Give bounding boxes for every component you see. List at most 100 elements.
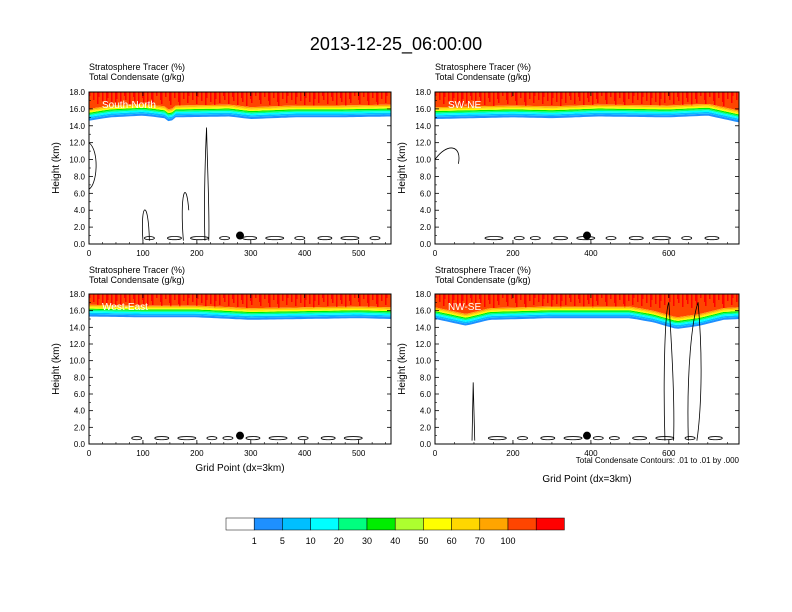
tracer-band — [435, 109, 739, 117]
y-tick-label: 14.0 — [69, 323, 85, 332]
tracer-band-100 — [237, 294, 239, 307]
tracer-band — [435, 106, 739, 115]
tracer-band-100 — [269, 92, 271, 105]
tracer-band — [89, 311, 391, 317]
tracer-band-100 — [210, 92, 212, 102]
tracer-band-100 — [116, 294, 118, 301]
y-tick-label: 2.0 — [74, 423, 86, 432]
panel-sw-ne: Stratosphere Tracer (%) Total Condensate… — [397, 62, 740, 258]
tracer-band-100 — [318, 92, 320, 103]
tracer-band-100 — [264, 92, 266, 97]
tracer-band-100 — [470, 92, 472, 96]
tracer-band-100 — [623, 294, 625, 304]
x-tick-label: 200 — [190, 249, 204, 258]
y-tick-label: 14.0 — [415, 323, 431, 332]
panel-header-line1: Stratosphere Tracer (%) — [89, 265, 185, 275]
tracer-band-100 — [650, 92, 652, 105]
tracer-band-100 — [619, 92, 621, 98]
tracer-band-100 — [606, 294, 608, 306]
x-tick-label: 0 — [433, 449, 438, 458]
tracer-band-100 — [259, 92, 261, 100]
tracer-band-100 — [732, 294, 734, 298]
contour-cloud — [340, 236, 360, 241]
colorbar-swatch — [366, 517, 396, 531]
tracer-band-100 — [237, 92, 239, 105]
tracer-band-100 — [650, 294, 652, 307]
tracer-band-100 — [309, 294, 311, 304]
x-tick-label: 500 — [352, 449, 366, 458]
tracer-band-100 — [278, 92, 280, 106]
tracer-band-100 — [516, 92, 518, 105]
tracer-band-100 — [731, 92, 733, 103]
tracer-band-100 — [183, 294, 185, 301]
colorbar-label: 1 — [252, 536, 257, 546]
contour-cloud — [297, 436, 309, 441]
tracer-band-100 — [637, 92, 639, 100]
tracer-band — [89, 308, 391, 314]
condensate-contours — [471, 302, 723, 441]
tracer-band-100 — [152, 294, 154, 305]
colorbar-swatch — [535, 517, 565, 531]
tracer-band-100 — [102, 294, 104, 303]
tracer-band-100 — [331, 294, 333, 299]
tracer-band-100 — [156, 92, 158, 96]
contour-cloud — [563, 436, 583, 441]
tracer-band-100 — [197, 294, 199, 299]
tracer-band-100 — [682, 92, 684, 105]
tracer-band-100 — [381, 92, 383, 99]
tracer-band-100 — [444, 92, 446, 97]
y-tick-label: 0.0 — [74, 440, 86, 449]
colorbar-label: 5 — [280, 536, 285, 546]
tracer-band-100 — [178, 294, 180, 304]
contour-cloud — [242, 236, 258, 241]
tracer-band-100 — [709, 294, 711, 299]
panel-nw-se: Stratosphere Tracer (%) Total Condensate… — [397, 265, 740, 485]
tracer-band-100 — [736, 294, 738, 302]
tracer-band — [435, 105, 739, 114]
y-tick-label: 12.0 — [69, 139, 85, 148]
tracer-band-100 — [731, 294, 733, 305]
tracer-band-100 — [457, 294, 459, 304]
tracer-band-100 — [619, 294, 621, 300]
tracer-band-100 — [452, 294, 454, 307]
tracer-band-100 — [106, 294, 108, 307]
tracer-band-100 — [214, 92, 216, 106]
tracer-band-100 — [327, 92, 329, 104]
plot-content — [435, 92, 739, 241]
tracer-band-100 — [282, 294, 284, 301]
tracer-band-100 — [165, 92, 167, 97]
colorbar: 1 5 10 20 30 40 50 60 70 100 — [225, 517, 565, 546]
tracer-band-100 — [219, 294, 221, 305]
contour-cloud — [131, 436, 143, 441]
panel-west-east: Stratosphere Tracer (%) Total Condensate… — [51, 265, 392, 474]
tracer-band-100 — [578, 294, 580, 299]
y-tick-label: 18.0 — [69, 290, 85, 299]
tracer-band-100 — [569, 294, 571, 298]
tracer-band-100 — [106, 92, 108, 105]
tracer-band-100 — [493, 92, 495, 106]
contour-cloud — [265, 236, 285, 241]
tracer-band-100 — [700, 294, 702, 298]
tracer-band-100 — [497, 294, 499, 301]
tracer-band-100 — [133, 294, 135, 299]
tracer-band-100 — [359, 294, 361, 306]
tracer-band-100 — [304, 92, 306, 105]
tracer-band-100 — [686, 294, 688, 300]
tracer-band-100 — [196, 92, 198, 104]
tracer-band-100 — [107, 92, 109, 98]
tracer-band-100 — [443, 92, 445, 104]
contour-tower — [663, 302, 675, 441]
contour-cloud — [652, 236, 671, 241]
tracer-band-100 — [201, 294, 203, 303]
panel-header-line2: Total Condensate (g/kg) — [435, 275, 531, 285]
tracer-band-100 — [282, 92, 284, 99]
tracer-band-100 — [736, 92, 738, 100]
tracer-band-100 — [551, 92, 553, 105]
tracer-band-100 — [300, 92, 302, 101]
tracer-band-100 — [642, 92, 644, 97]
tracer-band-100 — [691, 92, 693, 106]
tracer-band-100 — [660, 294, 662, 301]
tracer-band-100 — [223, 294, 225, 298]
y-tick-label: 12.0 — [69, 340, 85, 349]
x-tick-label: 200 — [506, 249, 520, 258]
